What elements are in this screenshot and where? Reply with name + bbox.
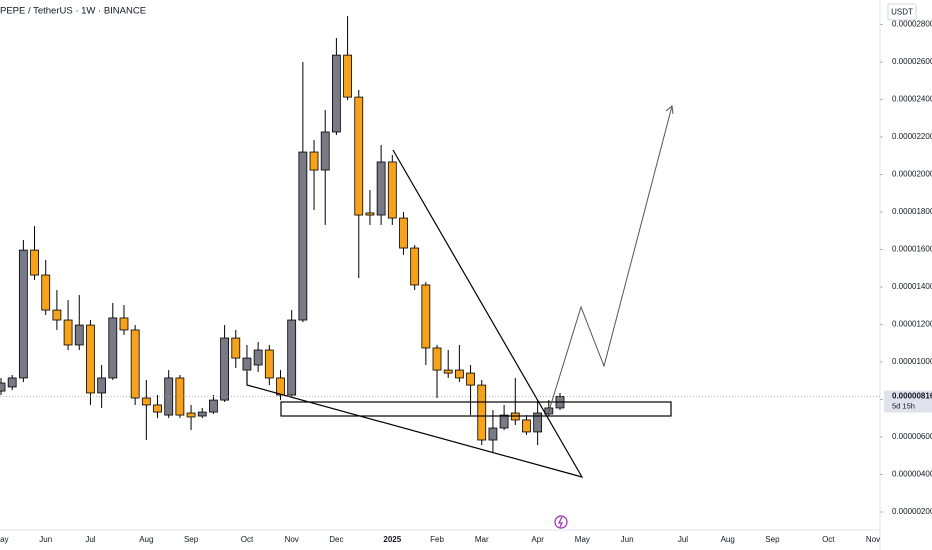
candle-body: [41, 274, 51, 311]
candle-body: [197, 411, 207, 417]
candle-body: [119, 317, 129, 331]
last-price-label: 0.00000816: [892, 392, 932, 401]
y-tick-label: 0.00001400: [892, 282, 932, 291]
currency-box[interactable]: [887, 3, 917, 21]
x-tick-label: Nov: [285, 535, 299, 544]
candle-body: [52, 309, 62, 321]
candle-body: [533, 412, 543, 433]
x-tick-label: Jun: [621, 535, 634, 544]
candle-body: [253, 349, 263, 366]
candle-body: [141, 397, 151, 406]
falling-wedge: [246, 149, 584, 478]
candle-body: [477, 384, 487, 441]
x-tick-label: May: [0, 535, 9, 544]
event-icon-bolt: [558, 516, 563, 528]
x-tick-label: Aug: [139, 535, 153, 544]
x-tick-label: Nov: [866, 535, 880, 544]
x-tick-label: 2025: [383, 535, 401, 544]
candle-body: [209, 399, 218, 413]
x-tick-label: Feb: [430, 535, 444, 544]
candle-body: [242, 357, 252, 371]
x-tick-label: Jun: [39, 535, 52, 544]
candle-body: [309, 151, 319, 171]
candle-body: [63, 319, 73, 346]
currency-label: USDT: [891, 8, 913, 17]
event-icon[interactable]: [554, 515, 568, 529]
countdown-label: 5d 15h: [892, 402, 915, 411]
x-tick-label: May: [575, 535, 590, 544]
x-tick-label: Apr: [531, 535, 544, 544]
candle-body: [454, 369, 464, 379]
x-tick-label: Jul: [85, 535, 95, 544]
candle-body: [343, 54, 352, 98]
candle-body: [365, 212, 375, 216]
candles: [0, 16, 565, 453]
y-tick-label: 0.00001600: [892, 245, 932, 254]
candle-body: [522, 419, 531, 433]
candle-body: [466, 372, 475, 386]
y-tick-label: 0.00001800: [892, 207, 932, 216]
candle-body: [231, 337, 241, 359]
candle-body: [443, 369, 453, 374]
projection-arrowhead: [665, 105, 674, 115]
candle-body: [108, 317, 118, 379]
candle-body: [130, 329, 140, 399]
support-zone: [280, 401, 672, 417]
candle-body: [287, 319, 297, 396]
candle-body: [153, 404, 162, 413]
candle-body: [421, 284, 431, 349]
candle-body: [499, 414, 509, 429]
y-tick-label: 0.00001200: [892, 320, 932, 329]
y-tick-label: 0.00000200: [892, 507, 932, 516]
candle-body: [298, 151, 308, 321]
symbol-title: PEPE / TetherUS · 1W · BINANCE: [0, 6, 146, 17]
candle-body: [86, 324, 95, 394]
y-tick-label: 0.00002000: [892, 170, 932, 179]
x-tick-label: Mar: [475, 535, 489, 544]
x-tick-label: Jul: [678, 535, 688, 544]
candle-body: [376, 161, 386, 216]
y-tick-label: 0.00002800: [892, 20, 932, 29]
last-price-box: [884, 390, 932, 413]
y-tick-label: 0.00001000: [892, 357, 932, 366]
candle-body: [0, 382, 6, 392]
candle-body: [432, 347, 442, 371]
candle-body: [220, 337, 230, 401]
candle-body: [18, 249, 28, 379]
x-tick-label: Dec: [329, 535, 343, 544]
x-tick-label: Oct: [241, 535, 254, 544]
candle-body: [264, 349, 274, 379]
x-tick-label: Sep: [765, 535, 780, 544]
y-tick-label: 0.00002200: [892, 132, 932, 141]
candle-body: [97, 377, 107, 394]
y-tick-label: 0.00000400: [892, 470, 932, 479]
candle-body: [410, 247, 420, 286]
candle-body: [320, 131, 330, 171]
x-tick-label: Oct: [822, 535, 835, 544]
candle-body: [276, 377, 285, 396]
x-tick-label: Aug: [721, 535, 735, 544]
candle-body: [387, 161, 397, 219]
candle-body: [186, 412, 196, 418]
candle-body: [7, 377, 17, 388]
candle-body: [331, 54, 341, 133]
y-tick-label: 0.00000600: [892, 432, 932, 441]
candle-body: [74, 324, 84, 346]
candle-body: [354, 96, 364, 216]
candle-body: [399, 217, 408, 249]
y-tick-label: 0.00002600: [892, 57, 932, 66]
y-tick-label: 0.00002400: [892, 95, 932, 104]
candle-body: [30, 249, 39, 276]
projection-path: [547, 105, 673, 415]
x-tick-label: Sep: [184, 535, 199, 544]
candle-body: [488, 427, 498, 441]
